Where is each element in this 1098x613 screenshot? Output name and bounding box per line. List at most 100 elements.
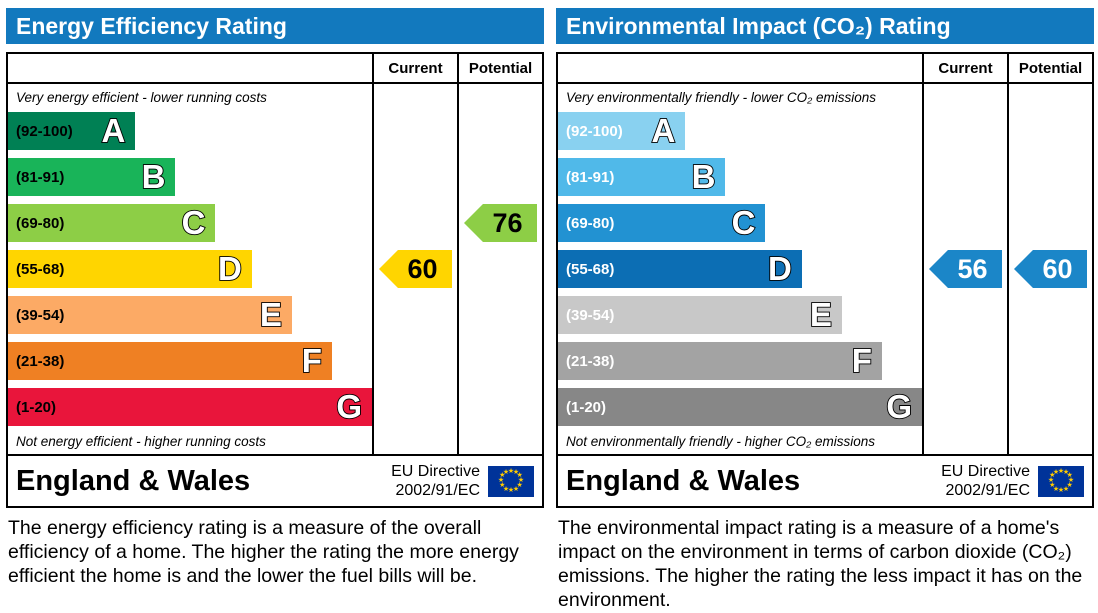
corner-cell	[558, 54, 922, 84]
band-b: (81-91) B	[558, 158, 726, 196]
band-e-range: (39-54)	[16, 306, 65, 324]
band-f: (21-38) F	[558, 342, 882, 380]
band-row-c: (69-80) C	[558, 200, 922, 246]
current-column-header: Current	[922, 54, 1007, 84]
current-column-header: Current	[372, 54, 457, 84]
environmental-impact-chart: Current Potential Very environmentally f…	[556, 52, 1094, 456]
corner-cell	[8, 54, 372, 84]
current-rating-arrow: 60	[379, 250, 452, 288]
band-row-e: (39-54) E	[8, 292, 372, 338]
band-row-f: (21-38) F	[558, 338, 922, 384]
band-d: (55-68) D	[8, 250, 252, 288]
energy-efficiency-panel: Energy Efficiency Rating Current Potenti…	[6, 8, 544, 612]
band-c-range: (69-80)	[566, 214, 615, 232]
band-g-range: (1-20)	[566, 398, 607, 416]
band-d-range: (55-68)	[566, 260, 615, 278]
current-rating-arrow: 56	[929, 250, 1002, 288]
eu-directive-label: EU Directive 2002/91/EC	[391, 462, 480, 500]
bottom-caption: Not environmentally friendly - higher CO…	[566, 434, 876, 449]
band-row-d: (55-68) D	[558, 246, 922, 292]
band-b: (81-91) B	[8, 158, 176, 196]
band-b-range: (81-91)	[16, 168, 65, 186]
band-e-grade: E	[259, 296, 283, 334]
top-caption: Very environmentally friendly - lower CO…	[566, 90, 876, 105]
band-c: (69-80) C	[558, 204, 766, 242]
potential-rating-arrow: 60	[1014, 250, 1087, 288]
potential-rating-value: 60	[1042, 253, 1073, 284]
band-b-grade: B	[141, 158, 167, 196]
band-row-a: (92-100) A	[8, 108, 372, 154]
current-rating-value: 60	[407, 253, 438, 284]
footer: England & Wales EU Directive 2002/91/EC …	[556, 454, 1094, 508]
region-label: England & Wales	[566, 464, 801, 497]
eu-directive-line2: 2002/91/EC	[395, 482, 480, 499]
potential-column: 60	[1007, 84, 1092, 454]
band-f-grade: F	[301, 342, 323, 380]
band-a-grade: A	[651, 112, 677, 150]
band-g-grade: G	[885, 388, 912, 426]
band-e: (39-54) E	[558, 296, 842, 334]
band-c-range: (69-80)	[16, 214, 65, 232]
band-a-range: (92-100)	[566, 122, 623, 140]
eu-directive-line1: EU Directive	[391, 463, 480, 480]
band-b-grade: B	[691, 158, 717, 196]
band-row-g: (1-20) G	[558, 384, 922, 430]
band-g: (1-20) G	[8, 388, 372, 426]
eu-directive-label: EU Directive 2002/91/EC	[941, 462, 1030, 500]
environmental-impact-title: Environmental Impact (CO₂) Rating	[556, 8, 1094, 44]
rating-scale: Very environmentally friendly - lower CO…	[558, 84, 922, 454]
energy-efficiency-chart: Current Potential Very energy efficient …	[6, 52, 544, 456]
band-row-d: (55-68) D	[8, 246, 372, 292]
rating-scale: Very energy efficient - lower running co…	[8, 84, 372, 454]
band-c-grade: C	[731, 204, 757, 242]
band-row-b: (81-91) B	[558, 154, 922, 200]
band-g-grade: G	[335, 388, 362, 426]
eu-flag-icon: ★ ★ ★ ★ ★ ★ ★ ★ ★ ★ ★ ★	[488, 465, 534, 497]
potential-rating-arrow: 76	[464, 204, 537, 242]
current-column: 60	[372, 84, 457, 454]
region-label: England & Wales	[16, 464, 251, 497]
environmental-impact-description: The environmental impact rating is a mea…	[558, 517, 1083, 611]
band-row-e: (39-54) E	[558, 292, 922, 338]
band-c-grade: C	[181, 204, 207, 242]
eu-flag-icon: ★ ★ ★ ★ ★ ★ ★ ★ ★ ★ ★ ★	[1038, 465, 1084, 497]
current-rating-value: 56	[957, 253, 988, 284]
band-row-a: (92-100) A	[558, 108, 922, 154]
band-row-g: (1-20) G	[8, 384, 372, 430]
energy-efficiency-description: The energy efficiency rating is a measur…	[8, 517, 519, 587]
band-a-grade: A	[101, 112, 127, 150]
band-d: (55-68) D	[558, 250, 802, 288]
band-d-grade: D	[767, 250, 793, 288]
band-a-range: (92-100)	[16, 122, 73, 140]
current-column: 56	[922, 84, 1007, 454]
band-e-grade: E	[809, 296, 833, 334]
top-caption: Very energy efficient - lower running co…	[16, 90, 267, 105]
footer: England & Wales EU Directive 2002/91/EC …	[6, 454, 544, 508]
band-g: (1-20) G	[558, 388, 922, 426]
band-a: (92-100) A	[8, 112, 136, 150]
potential-column-header: Potential	[457, 54, 542, 84]
eu-directive-line2: 2002/91/EC	[945, 482, 1030, 499]
band-f-range: (21-38)	[16, 352, 65, 370]
energy-efficiency-title: Energy Efficiency Rating	[6, 8, 544, 44]
band-f-range: (21-38)	[566, 352, 615, 370]
band-a: (92-100) A	[558, 112, 686, 150]
band-e: (39-54) E	[8, 296, 292, 334]
bottom-caption: Not energy efficient - higher running co…	[16, 434, 266, 449]
potential-column-header: Potential	[1007, 54, 1092, 84]
band-e-range: (39-54)	[566, 306, 615, 324]
potential-rating-value: 76	[492, 207, 523, 238]
band-row-f: (21-38) F	[8, 338, 372, 384]
band-f: (21-38) F	[8, 342, 332, 380]
band-d-grade: D	[217, 250, 243, 288]
band-d-range: (55-68)	[16, 260, 65, 278]
epc-charts: Energy Efficiency Rating Current Potenti…	[6, 8, 1094, 612]
band-row-c: (69-80) C	[8, 200, 372, 246]
eu-directive-line1: EU Directive	[941, 463, 1030, 480]
environmental-impact-panel: Environmental Impact (CO₂) Rating Curren…	[556, 8, 1094, 612]
band-f-grade: F	[851, 342, 873, 380]
potential-column: 76	[457, 84, 542, 454]
band-b-range: (81-91)	[566, 168, 615, 186]
band-g-range: (1-20)	[16, 398, 57, 416]
band-row-b: (81-91) B	[8, 154, 372, 200]
